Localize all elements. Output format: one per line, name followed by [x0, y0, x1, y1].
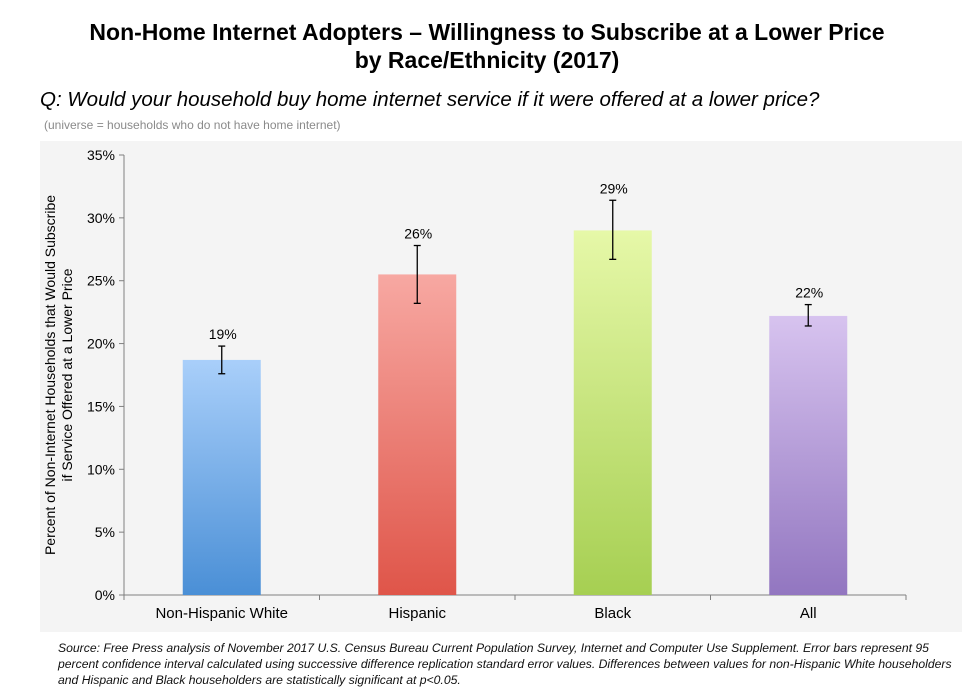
x-tick-label: Non-Hispanic White	[155, 605, 288, 622]
y-axis-label-line-2: if Service Offered at a Lower Price	[59, 268, 75, 481]
bar	[182, 359, 261, 595]
chart-title: Non-Home Internet Adopters – Willingness…	[0, 18, 974, 74]
x-tick-label: Black	[594, 605, 631, 622]
data-label: 26%	[404, 226, 432, 242]
y-tick-label: 20%	[87, 336, 115, 352]
y-tick-label: 0%	[95, 587, 115, 603]
y-tick-label: 25%	[87, 273, 115, 289]
source-note: Source: Free Press analysis of November …	[58, 641, 952, 687]
y-tick-label: 15%	[87, 398, 115, 414]
universe-note: (universe = households who do not have h…	[44, 118, 341, 132]
y-tick-label: 5%	[95, 524, 115, 540]
y-axis-label-line-1: Percent of Non-Internet Households that …	[42, 195, 58, 555]
survey-question: Q: Would your household buy home interne…	[40, 88, 820, 111]
y-tick-label: 10%	[87, 461, 115, 477]
y-tick-label: 35%	[87, 147, 115, 163]
data-label: 22%	[795, 285, 823, 301]
bar	[378, 274, 457, 595]
data-label: 19%	[209, 326, 237, 342]
chart-title-line-1: Non-Home Internet Adopters – Willingness…	[89, 19, 885, 45]
bar	[769, 315, 848, 595]
x-tick-label: All	[800, 605, 817, 622]
x-tick-label: Hispanic	[388, 605, 446, 622]
y-tick-label: 30%	[87, 210, 115, 226]
bar	[573, 230, 652, 595]
chart-title-line-2: by Race/Ethnicity (2017)	[354, 47, 620, 73]
data-label: 29%	[600, 180, 628, 196]
